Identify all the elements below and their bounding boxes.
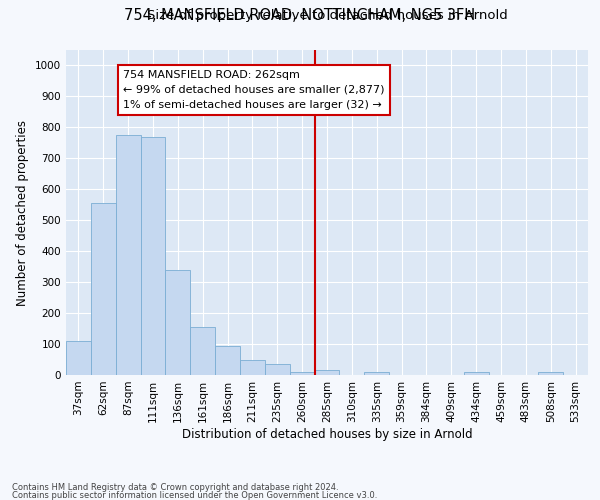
Y-axis label: Number of detached properties: Number of detached properties [16, 120, 29, 306]
Bar [314, 370, 340, 375]
Bar [166, 270, 190, 375]
Text: Contains public sector information licensed under the Open Government Licence v3: Contains public sector information licen… [12, 490, 377, 500]
Text: 754 MANSFIELD ROAD: 262sqm
← 99% of detached houses are smaller (2,877)
1% of se: 754 MANSFIELD ROAD: 262sqm ← 99% of deta… [123, 70, 385, 110]
Bar [464, 372, 488, 375]
Bar [66, 341, 91, 375]
Bar [290, 372, 314, 375]
Title: Size of property relative to detached houses in Arnold: Size of property relative to detached ho… [146, 10, 508, 22]
Text: 754, MANSFIELD ROAD, NOTTINGHAM, NG5 3FH: 754, MANSFIELD ROAD, NOTTINGHAM, NG5 3FH [124, 8, 476, 22]
Bar [116, 135, 140, 375]
Bar [265, 364, 290, 375]
Text: Contains HM Land Registry data © Crown copyright and database right 2024.: Contains HM Land Registry data © Crown c… [12, 484, 338, 492]
Bar [215, 346, 240, 375]
Bar [240, 360, 265, 375]
Bar [91, 203, 116, 375]
Bar [538, 372, 563, 375]
X-axis label: Distribution of detached houses by size in Arnold: Distribution of detached houses by size … [182, 428, 472, 440]
Bar [364, 372, 389, 375]
Bar [140, 136, 166, 375]
Bar [190, 327, 215, 375]
